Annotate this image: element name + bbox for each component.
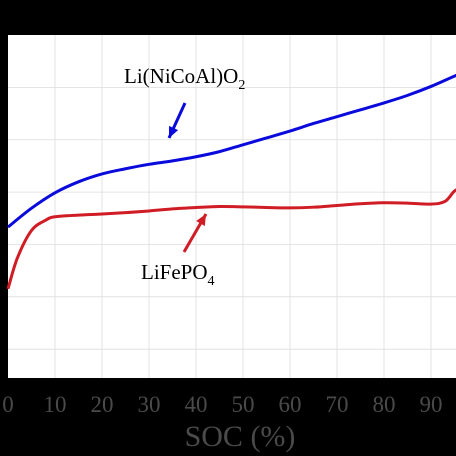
x-axis-title: SOC (%) bbox=[185, 420, 296, 453]
x-tick-label: 10 bbox=[44, 392, 67, 417]
annotation-nca: Li(NiCoAl)O2 bbox=[124, 64, 245, 93]
series-line-nca bbox=[7, 73, 456, 229]
x-tick-labels: 0 10 20 30 40 50 60 70 80 90 bbox=[2, 392, 442, 417]
annotation-lfp: LiFePO4 bbox=[141, 260, 215, 289]
series-line-lfp bbox=[6, 188, 456, 290]
grid bbox=[8, 35, 456, 378]
x-tick-label: 30 bbox=[138, 392, 161, 417]
x-tick-label: 90 bbox=[420, 392, 443, 417]
series-layer bbox=[6, 73, 456, 290]
plot-area: Li(NiCoAl)O2 LiFePO4 bbox=[6, 35, 456, 378]
arrow-nca-head bbox=[169, 125, 179, 138]
x-tick-label: 60 bbox=[279, 392, 302, 417]
annotation-layer: Li(NiCoAl)O2 LiFePO4 bbox=[124, 64, 245, 289]
x-tick-label: 70 bbox=[326, 392, 349, 417]
x-tick-label: 50 bbox=[232, 392, 255, 417]
x-tick-label: 0 bbox=[2, 392, 14, 417]
x-tick-label: 40 bbox=[185, 392, 208, 417]
arrow-layer bbox=[167, 102, 208, 253]
x-tick-label: 80 bbox=[373, 392, 396, 417]
arrow-lfp-head bbox=[196, 214, 206, 227]
x-tick-label: 20 bbox=[91, 392, 114, 417]
